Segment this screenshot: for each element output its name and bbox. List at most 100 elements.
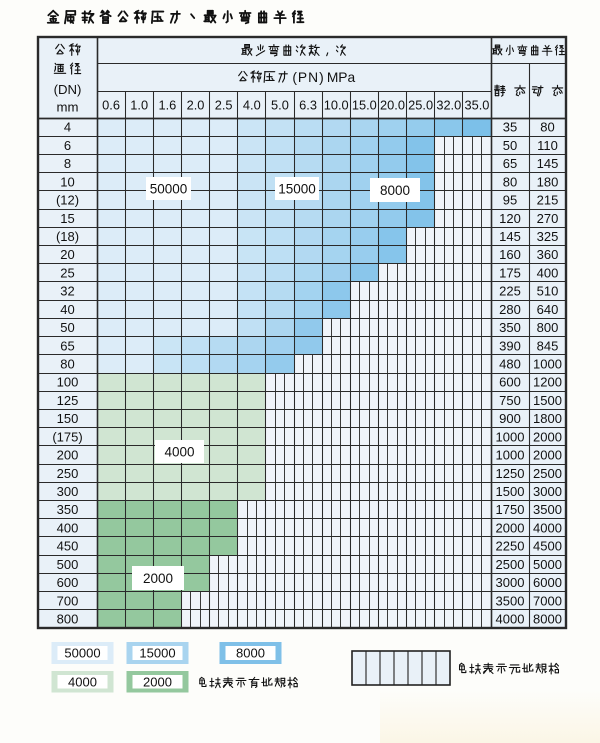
svg-text:1500: 1500	[533, 393, 562, 408]
svg-text:640: 640	[537, 302, 559, 317]
svg-text:(PN): (PN)	[292, 70, 324, 85]
svg-text:3500: 3500	[496, 593, 525, 608]
svg-text:2000: 2000	[496, 520, 525, 535]
svg-text:270: 270	[537, 211, 559, 226]
svg-text:400: 400	[57, 520, 79, 535]
svg-text:(175): (175)	[52, 429, 82, 444]
svg-text:1000: 1000	[496, 448, 525, 463]
svg-text:280: 280	[499, 302, 521, 317]
svg-text:180: 180	[537, 174, 559, 189]
svg-text:95: 95	[503, 193, 517, 208]
svg-text:350: 350	[57, 502, 79, 517]
svg-text:mm: mm	[57, 100, 79, 115]
svg-text:390: 390	[499, 338, 521, 353]
svg-text:32.0: 32.0	[436, 98, 461, 113]
svg-text:300: 300	[57, 484, 79, 499]
svg-text:750: 750	[499, 393, 521, 408]
svg-text:35: 35	[503, 120, 517, 135]
svg-text:80: 80	[60, 356, 74, 371]
svg-text:15: 15	[60, 211, 74, 226]
svg-text:160: 160	[499, 247, 521, 262]
svg-text:5.0: 5.0	[271, 98, 289, 113]
svg-text:50: 50	[503, 138, 517, 153]
svg-text:4000: 4000	[496, 611, 525, 626]
svg-text:50000: 50000	[64, 646, 100, 661]
svg-text:4000: 4000	[533, 520, 562, 535]
svg-text:1.0: 1.0	[130, 98, 148, 113]
svg-text:7000: 7000	[533, 593, 562, 608]
svg-text:15.0: 15.0	[352, 98, 377, 113]
svg-text:1250: 1250	[496, 466, 525, 481]
svg-text:600: 600	[57, 575, 79, 590]
svg-text:480: 480	[499, 356, 521, 371]
svg-text:1.6: 1.6	[158, 98, 176, 113]
svg-text:2000: 2000	[533, 448, 562, 463]
svg-text:4: 4	[64, 120, 71, 135]
svg-text:40: 40	[60, 302, 74, 317]
svg-text:1000: 1000	[533, 356, 562, 371]
svg-text:(DN): (DN)	[54, 82, 82, 97]
svg-text:10.0: 10.0	[324, 98, 349, 113]
svg-text:(12): (12)	[56, 193, 79, 208]
svg-text:1000: 1000	[496, 429, 525, 444]
svg-text:200: 200	[57, 448, 79, 463]
svg-text:MPa: MPa	[327, 70, 356, 85]
svg-text:15000: 15000	[139, 646, 175, 661]
svg-text:350: 350	[499, 320, 521, 335]
svg-text:(18): (18)	[56, 229, 79, 244]
svg-text:360: 360	[537, 247, 559, 262]
svg-text:5000: 5000	[533, 557, 562, 572]
svg-text:4.0: 4.0	[243, 98, 261, 113]
svg-text:2000: 2000	[533, 429, 562, 444]
svg-text:4000: 4000	[68, 674, 97, 689]
svg-text:845: 845	[537, 338, 559, 353]
svg-text:20: 20	[60, 247, 74, 262]
svg-text:25.0: 25.0	[408, 98, 433, 113]
svg-text:150: 150	[57, 411, 79, 426]
svg-text:145: 145	[537, 156, 559, 171]
svg-text:110: 110	[537, 138, 558, 153]
svg-text:100: 100	[57, 375, 79, 390]
svg-text:145: 145	[499, 229, 521, 244]
svg-text:400: 400	[537, 265, 559, 280]
svg-text:500: 500	[57, 557, 79, 572]
svg-text:80: 80	[540, 120, 554, 135]
svg-text:50: 50	[60, 320, 74, 335]
svg-text:120: 120	[499, 211, 521, 226]
svg-text:325: 325	[537, 229, 559, 244]
svg-text:2500: 2500	[533, 466, 562, 481]
svg-text:65: 65	[60, 338, 74, 353]
svg-text:2.0: 2.0	[187, 98, 205, 113]
svg-text:0.6: 0.6	[102, 98, 120, 113]
svg-text:20.0: 20.0	[380, 98, 405, 113]
svg-text:250: 250	[57, 466, 79, 481]
svg-text:450: 450	[57, 539, 79, 554]
svg-text:4000: 4000	[164, 444, 194, 459]
svg-text:50000: 50000	[150, 181, 188, 196]
svg-text:1800: 1800	[533, 411, 562, 426]
svg-text:1200: 1200	[533, 375, 562, 390]
svg-text:2000: 2000	[143, 674, 172, 689]
svg-text:3000: 3000	[533, 484, 562, 499]
svg-text:80: 80	[503, 174, 517, 189]
svg-text:8000: 8000	[380, 183, 410, 198]
svg-text:3500: 3500	[533, 502, 562, 517]
svg-text:8000: 8000	[236, 646, 265, 661]
svg-text:3000: 3000	[496, 575, 525, 590]
svg-text:10: 10	[60, 174, 74, 189]
svg-text:15000: 15000	[278, 181, 316, 196]
svg-text:800: 800	[57, 611, 79, 626]
svg-text:800: 800	[537, 320, 559, 335]
svg-text:1750: 1750	[496, 502, 525, 517]
svg-text:175: 175	[499, 265, 521, 280]
svg-text:700: 700	[57, 593, 79, 608]
svg-text:2250: 2250	[496, 539, 525, 554]
svg-text:32: 32	[60, 284, 74, 299]
svg-text:65: 65	[503, 156, 517, 171]
svg-text:510: 510	[537, 284, 559, 299]
svg-text:2000: 2000	[143, 571, 173, 586]
svg-text:8: 8	[64, 156, 71, 171]
svg-text:2.5: 2.5	[215, 98, 233, 113]
svg-text:4500: 4500	[533, 539, 562, 554]
svg-text:8000: 8000	[533, 611, 562, 626]
